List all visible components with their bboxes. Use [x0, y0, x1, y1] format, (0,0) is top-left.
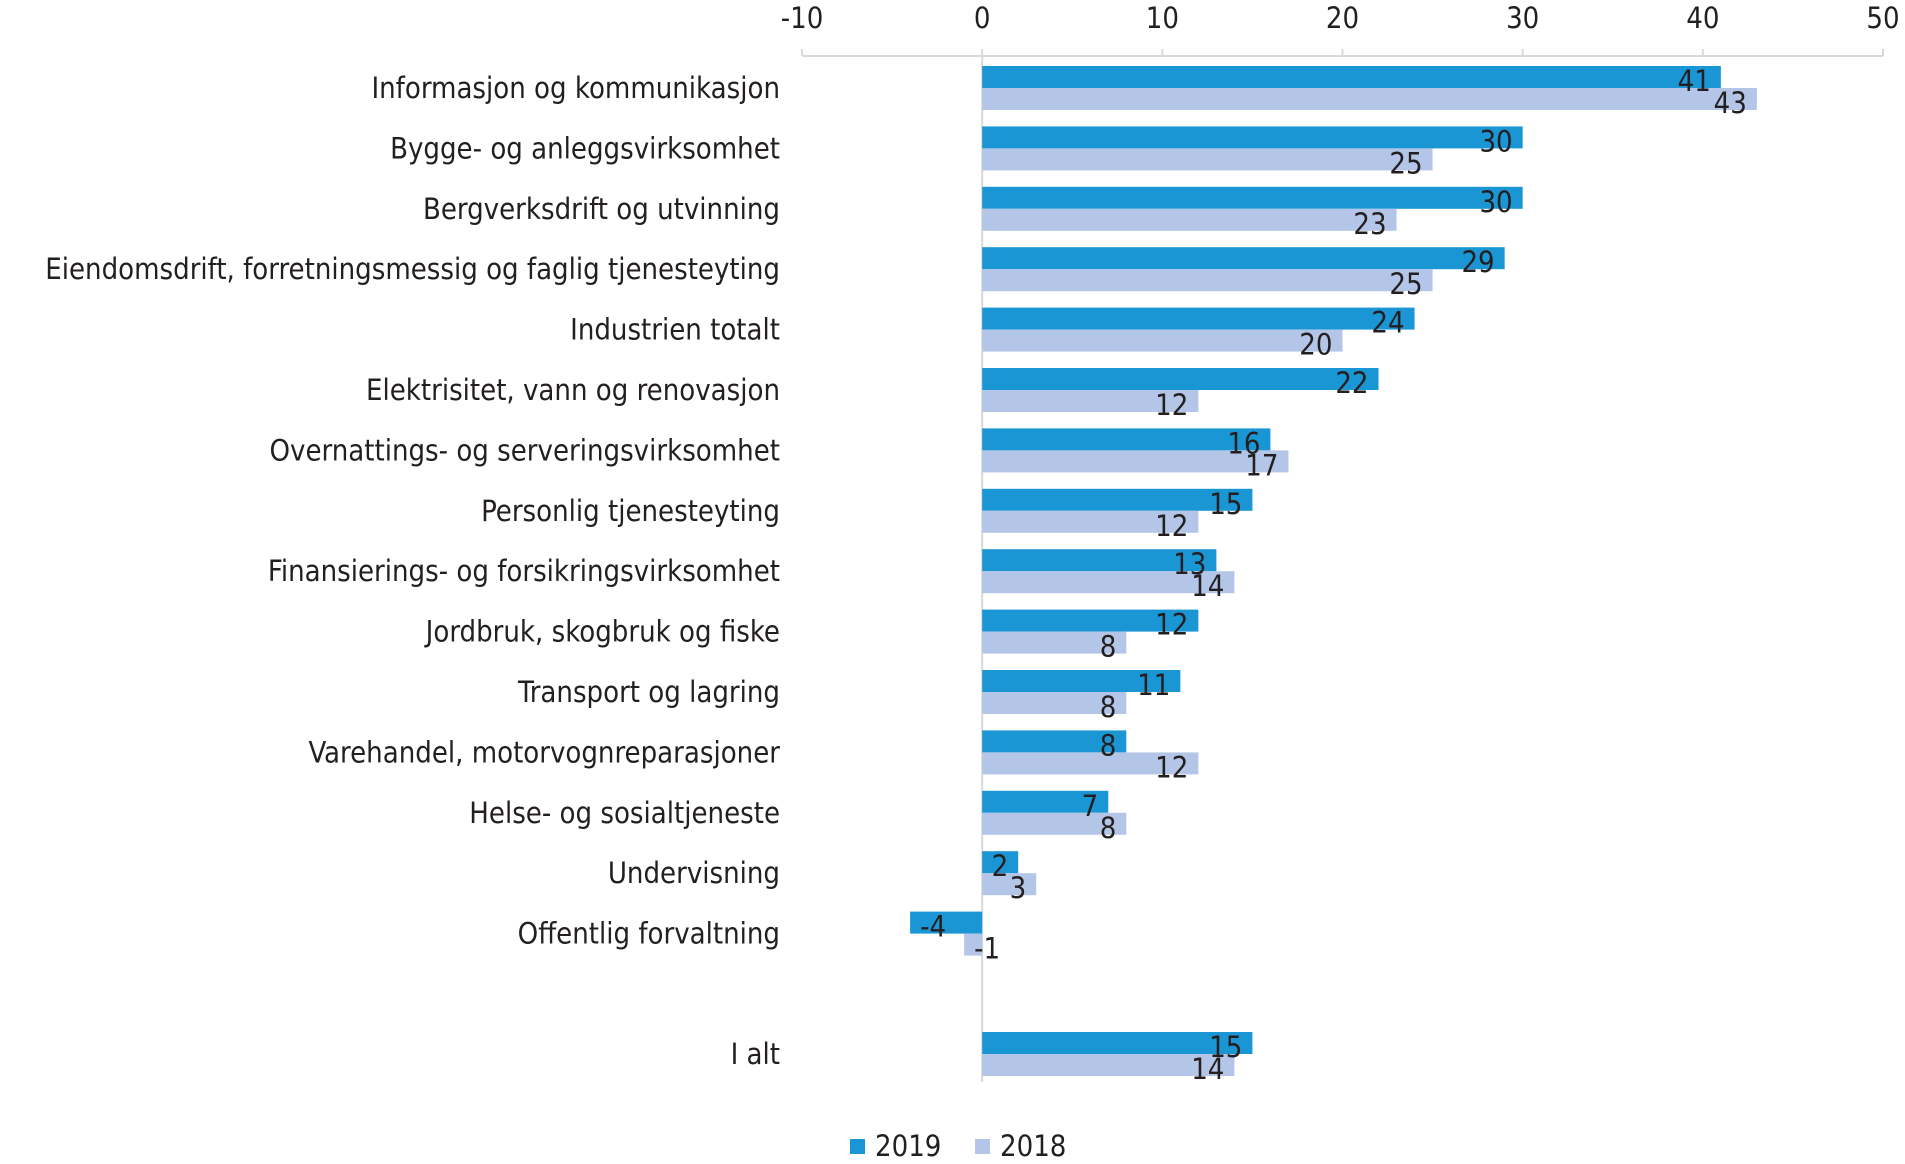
bar-2019 [982, 1032, 1253, 1054]
category-label: Varehandel, motorvognreparasjoner [308, 735, 780, 769]
data-label-2019: 30 [1479, 124, 1512, 158]
data-label-2019: 24 [1371, 306, 1404, 340]
data-label-2019: 15 [1209, 487, 1242, 521]
data-label-2018: 12 [1155, 750, 1188, 784]
legend-swatch-2019 [850, 1139, 865, 1154]
category-label: Bergverksdrift og utvinning [423, 192, 780, 226]
bar-2018 [982, 752, 1199, 775]
category-label: Personlig tjenesteyting [481, 494, 780, 528]
bar-2019 [982, 307, 1415, 330]
bar-2019 [982, 126, 1523, 149]
bars [910, 66, 1757, 1076]
data-label-2018: 25 [1389, 267, 1422, 301]
category-label: I alt [731, 1037, 780, 1071]
x-tick-label: 30 [1506, 1, 1539, 35]
bar-2018 [982, 269, 1433, 292]
data-label-2019: 16 [1227, 426, 1260, 460]
data-label-2019: 41 [1678, 64, 1711, 98]
category-label: Industrien totalt [570, 313, 780, 347]
x-tick-label: 20 [1326, 1, 1359, 35]
bar-2019 [982, 488, 1253, 511]
bar-2018 [982, 873, 1037, 896]
x-tick-label: 0 [974, 1, 991, 35]
bar-2019 [982, 790, 1109, 813]
data-label-2018: 8 [1100, 690, 1117, 724]
bar-2018 [982, 148, 1433, 171]
bar-2018 [982, 571, 1235, 594]
category-label: Overnattings- og serveringsvirksomhet [269, 433, 780, 467]
data-label-2019: 11 [1137, 668, 1170, 702]
category-label: Helse- og sosialtjeneste [469, 796, 780, 830]
category-label: Undervisning [608, 856, 780, 890]
bar-2018 [982, 692, 1127, 714]
bar-2018 [982, 450, 1289, 473]
data-label-2019: 2 [992, 849, 1009, 883]
bar-2019 [982, 368, 1379, 390]
data-label-2019: 7 [1082, 789, 1099, 823]
x-tick-label: 10 [1146, 1, 1179, 35]
data-label-2018: 20 [1299, 328, 1332, 362]
bar-2019 [910, 911, 983, 934]
bar-2019 [982, 730, 1127, 753]
bar-2018 [982, 88, 1757, 110]
category-label: Jordbruk, skogbruk og fiske [424, 615, 780, 649]
category-label: Bygge- og anleggsvirksomhet [390, 131, 780, 165]
x-tick-label: -10 [781, 1, 824, 35]
bar-2019 [982, 428, 1271, 451]
bar-2018 [982, 631, 1127, 654]
bar-2018 [982, 208, 1397, 231]
category-label: Informasjon og kommunikasjon [371, 71, 780, 105]
data-label-2018: 3 [1010, 871, 1027, 905]
bar-2019 [982, 609, 1199, 632]
data-label-2018: 23 [1353, 207, 1386, 241]
data-label-2018: -1 [974, 932, 1000, 966]
data-label-2019: 15 [1209, 1030, 1242, 1064]
legend-label: 2018 [1000, 1129, 1066, 1163]
bar-2019 [982, 851, 1019, 874]
data-labels: 4143302530232925242022121617151213141281… [920, 64, 1747, 1086]
category-label: Eiendomsdrift, forretningsmessig og fagl… [45, 252, 780, 286]
data-label-2018: 17 [1245, 448, 1278, 482]
data-label-2018: 14 [1191, 1052, 1224, 1086]
data-label-2019: 22 [1335, 366, 1368, 400]
data-label-2019: 29 [1461, 245, 1494, 279]
data-label-2019: 30 [1479, 185, 1512, 219]
bar-2018 [982, 329, 1343, 352]
bar-2018 [982, 1054, 1235, 1076]
bar-2019 [982, 670, 1181, 692]
category-labels: Informasjon og kommunikasjon Bygge- og an… [45, 71, 780, 1071]
bar-2018 [964, 933, 983, 956]
legend: 2019 2018 [850, 1129, 1066, 1163]
bar-2019 [982, 66, 1721, 88]
bar-2018 [982, 510, 1199, 533]
data-label-2018: 8 [1100, 630, 1117, 664]
data-label-2018: 12 [1155, 388, 1188, 422]
legend-label: 2019 [875, 1129, 941, 1163]
x-tick-label: 50 [1866, 1, 1899, 35]
data-label-2019: 12 [1155, 608, 1188, 642]
category-label: Transport og lagring [517, 675, 780, 709]
data-label-2019: 13 [1173, 547, 1206, 581]
data-label-2019: 8 [1100, 728, 1117, 762]
data-label-2018: 8 [1100, 811, 1117, 845]
data-label-2019: -4 [920, 910, 946, 944]
data-label-2018: 14 [1191, 569, 1224, 603]
bar-2018 [982, 812, 1127, 835]
bar-2018 [982, 390, 1199, 412]
legend-swatch-2018 [975, 1139, 990, 1154]
category-label: Offentlig forvaltning [518, 917, 780, 951]
bar-2019 [982, 549, 1217, 572]
bar-2019 [982, 247, 1505, 270]
data-label-2018: 25 [1389, 146, 1422, 180]
data-label-2018: 43 [1714, 86, 1747, 120]
data-label-2018: 12 [1155, 509, 1188, 543]
category-label: Elektrisitet, vann og renovasjon [366, 373, 780, 407]
x-axis: -10 0 10 20 30 40 50 [781, 1, 1900, 1082]
category-label: Finansierings- og forsikringsvirksomhet [268, 554, 780, 588]
x-tick-label: 40 [1686, 1, 1719, 35]
bar-2019 [982, 186, 1523, 209]
